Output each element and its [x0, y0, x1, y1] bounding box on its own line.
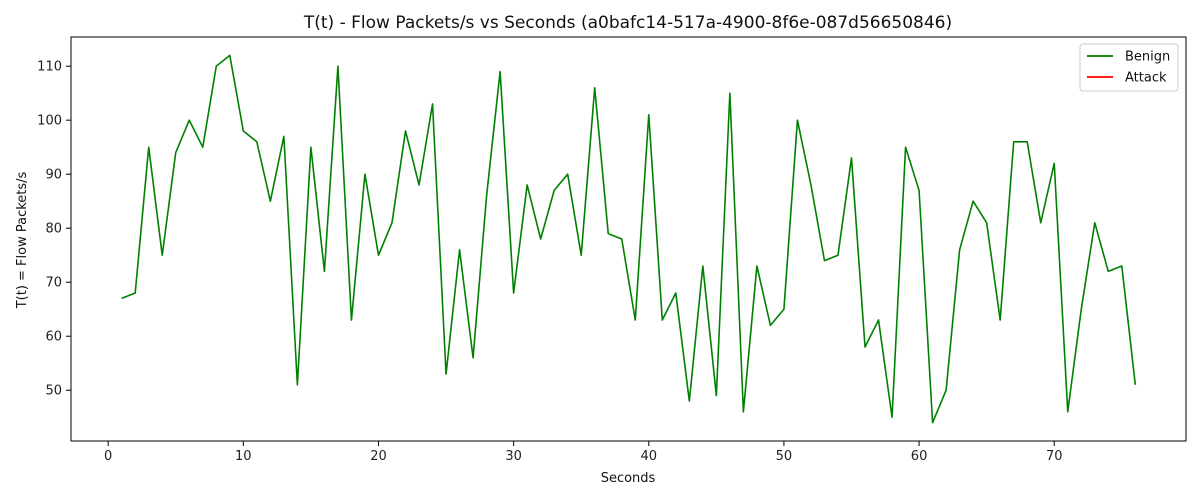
y-tick-label: 90 [45, 168, 62, 183]
plot-area: 0 10 20 30 40 50 60 70 50 60 70 80 90 100 110 [37, 36, 1187, 464]
legend-label-benign: Benign [1125, 50, 1170, 65]
axes-frame [70, 36, 1187, 442]
y-tick-label: 70 [45, 276, 62, 291]
x-tick-label: 60 [911, 449, 928, 464]
x-tick-label: 70 [1046, 449, 1063, 464]
x-tick-label: 10 [235, 449, 252, 464]
x-tick-label: 30 [505, 449, 522, 464]
chart-title: T(t) - Flow Packets/s vs Seconds (a0bafc… [303, 13, 952, 33]
y-tick-label: 110 [37, 60, 62, 75]
y-tick-label: 100 [37, 114, 62, 129]
x-tick-label: 50 [776, 449, 793, 464]
legend-label-attack: Attack [1125, 71, 1167, 86]
x-axis-title: Seconds [601, 471, 656, 486]
x-tick-label: 0 [104, 449, 112, 464]
legend: Benign Attack [1079, 43, 1179, 92]
x-tick-label: 20 [370, 449, 387, 464]
series-line-benign [121, 54, 1137, 424]
y-tick-label: 60 [45, 330, 62, 345]
y-axis-title: T(t) = Flow Packets/s [15, 171, 30, 309]
y-tick-label: 50 [45, 384, 62, 399]
y-tick-label: 80 [45, 222, 62, 237]
x-tick-label: 40 [640, 449, 657, 464]
